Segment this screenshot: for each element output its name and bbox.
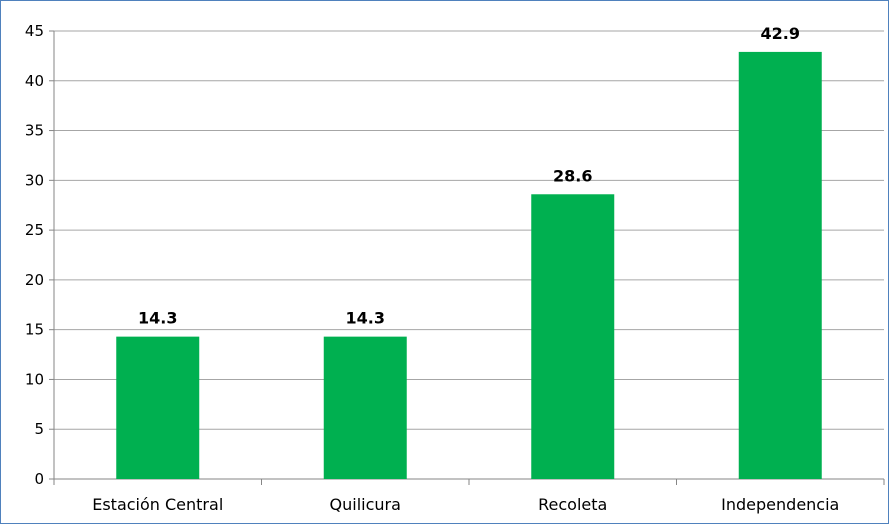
x-tick-label: Estación Central [92, 495, 223, 514]
x-tick-label: Quilicura [330, 495, 401, 514]
data-label: 14.3 [138, 309, 177, 328]
y-tick-label: 5 [34, 420, 44, 438]
x-tick-label: Independencia [721, 495, 839, 514]
y-tick-label: 10 [25, 370, 44, 388]
bar [116, 336, 200, 479]
bar [738, 51, 822, 479]
y-tick-label: 15 [25, 321, 44, 339]
bar [323, 336, 407, 479]
y-tick-label: 0 [34, 470, 44, 488]
y-tick-label: 35 [25, 122, 44, 140]
data-label: 14.3 [346, 309, 385, 328]
y-tick-label: 20 [25, 271, 44, 289]
y-tick-label: 40 [25, 72, 44, 90]
data-label: 42.9 [761, 24, 800, 43]
x-tick-label: Recoleta [538, 495, 607, 514]
data-label: 28.6 [553, 166, 592, 185]
bar [531, 194, 615, 479]
y-tick-label: 45 [25, 22, 44, 40]
y-tick-label: 30 [25, 171, 44, 189]
y-tick-label: 25 [25, 221, 44, 239]
